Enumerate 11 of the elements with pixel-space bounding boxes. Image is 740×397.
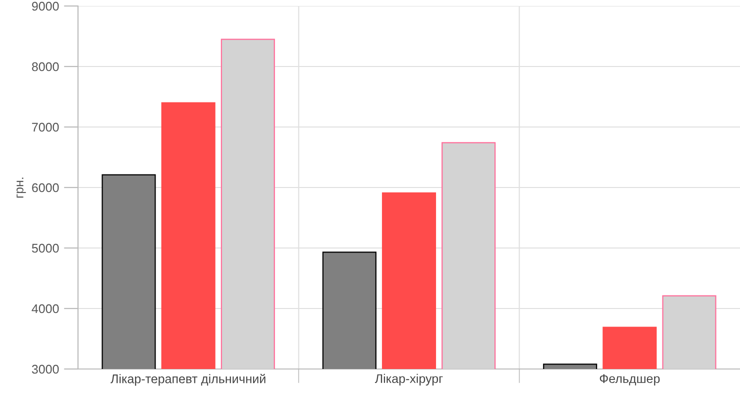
y-tick-label: 3000 (32, 364, 59, 374)
y-tick-label: 7000 (32, 122, 59, 132)
x-tick-label: Лікар-терапевт дільничний (110, 374, 266, 386)
y-axis-title: грн. (16, 178, 26, 198)
x-tick-label: Фельдшер (600, 374, 660, 386)
y-tick-label: 9000 (32, 2, 59, 11)
x-tick-label: Лікар-хірург (374, 374, 443, 386)
y-tick-label: 8000 (32, 62, 59, 72)
y-tick-label: 4000 (32, 304, 59, 314)
y-tick-label: 5000 (32, 244, 59, 253)
y-tick-label: 6000 (32, 183, 59, 192)
